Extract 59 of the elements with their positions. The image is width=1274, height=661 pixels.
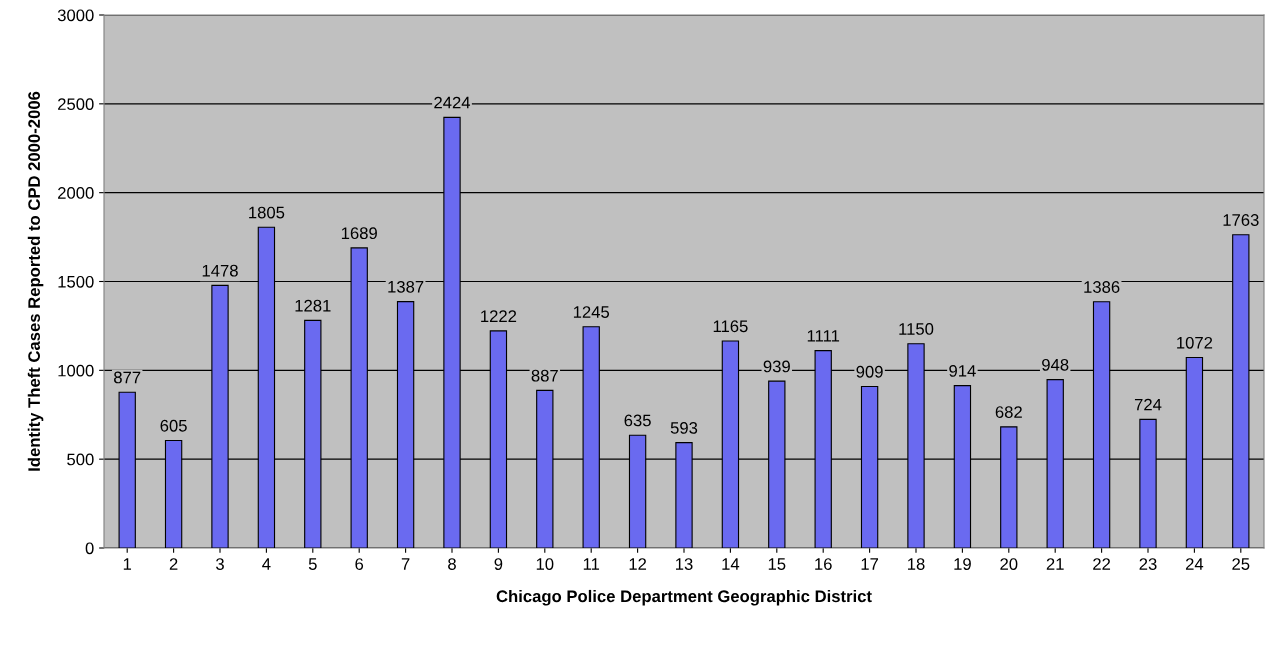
data-label: 593: [670, 421, 698, 434]
data-label: 1072: [1177, 336, 1213, 349]
data-label: 1387: [388, 280, 424, 293]
data-label: 2424: [434, 96, 471, 109]
data-label: 939: [763, 360, 790, 373]
data-label: 1763: [1223, 214, 1259, 226]
data-label: 682: [995, 406, 1022, 418]
x-tick-label: 7: [401, 558, 410, 570]
x-tick-label: 10: [536, 558, 554, 570]
y-tick-label: 0: [85, 542, 94, 555]
data-label: 1805: [249, 206, 285, 219]
y-tick-label: 2000: [58, 187, 94, 199]
x-tick-label: 1: [123, 558, 132, 570]
y-tick-label: 1000: [58, 364, 94, 377]
data-label: 1689: [341, 227, 377, 240]
y-tick-label: 1500: [58, 275, 94, 288]
data-label: 914: [949, 364, 976, 377]
data-label: 1245: [573, 306, 610, 318]
x-tick-label: 13: [676, 558, 693, 570]
x-tick-label: 9: [494, 558, 503, 570]
x-tick-label: 18: [908, 558, 925, 570]
data-label: 1478: [202, 264, 238, 277]
x-tick-label: 12: [629, 558, 647, 570]
x-tick-label: 23: [1139, 558, 1157, 570]
x-tick-label: 4: [262, 558, 271, 570]
data-label: 1386: [1084, 281, 1120, 293]
x-tick-label: 11: [583, 558, 600, 570]
x-tick-label: 21: [1046, 558, 1064, 570]
x-tick-label: 20: [1000, 558, 1018, 570]
y-axis-title: Identity Theft Cases Reported to CPD 2000-2006: [27, 91, 44, 471]
data-label: 1165: [713, 320, 748, 333]
x-tick-label: 6: [355, 558, 364, 570]
x-tick-label: 3: [216, 558, 224, 570]
x-tick-label: 2: [169, 558, 178, 570]
data-label: 605: [160, 419, 187, 432]
x-tick-label: 17: [861, 558, 879, 570]
data-label: 1150: [899, 323, 934, 335]
x-tick-label: 19: [954, 558, 971, 570]
x-tick-label: 24: [1185, 558, 1204, 570]
x-tick-label: 16: [815, 558, 832, 570]
x-tick-label: 22: [1093, 558, 1111, 570]
x-tick-label: 14: [722, 558, 740, 570]
y-tick-label: 2500: [58, 98, 94, 111]
y-tick-label: 500: [67, 453, 94, 466]
data-label: 635: [624, 414, 651, 427]
x-axis-title: Chicago Police Department Geographic District: [496, 589, 872, 606]
y-tick-label: 3000: [57, 9, 94, 22]
data-label: 877: [114, 371, 141, 384]
data-label: 1281: [295, 299, 331, 312]
x-tick-label: 5: [308, 558, 317, 570]
data-label: 1222: [481, 310, 517, 322]
x-tick-label: 25: [1232, 558, 1250, 570]
data-label: 724: [1134, 398, 1162, 411]
data-label: 948: [1042, 358, 1069, 371]
x-tick-label: 15: [768, 558, 786, 570]
data-label: 909: [856, 365, 883, 378]
data-label: 887: [531, 369, 558, 382]
data-label: 1111: [807, 330, 840, 342]
x-tick-label: 8: [448, 558, 456, 570]
